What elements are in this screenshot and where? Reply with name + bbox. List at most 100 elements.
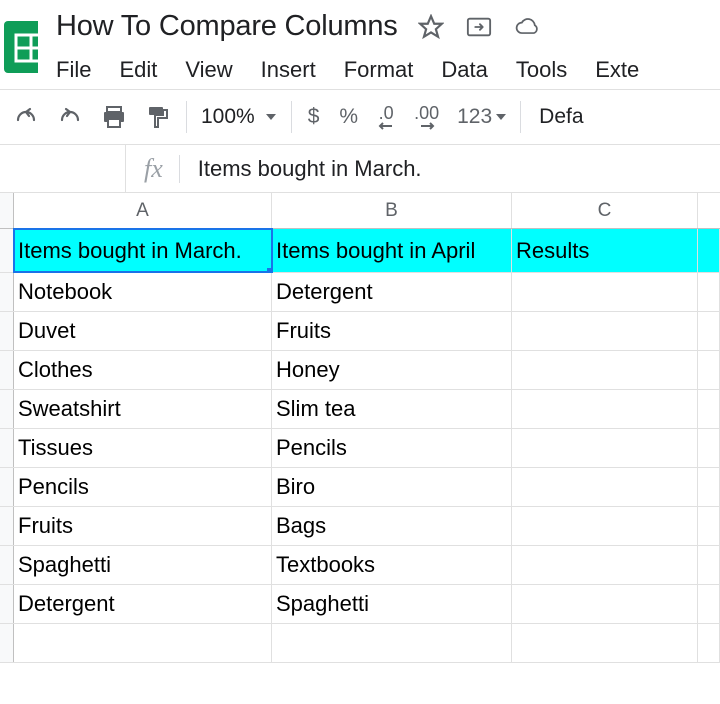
table-row: Fruits Bags [0, 507, 720, 546]
table-row: Items bought in March. Items bought in A… [0, 229, 720, 273]
cell[interactable]: Fruits [14, 507, 272, 545]
cell[interactable] [698, 273, 720, 311]
cell[interactable] [698, 351, 720, 389]
name-box[interactable] [0, 145, 126, 192]
cell[interactable]: Honey [272, 351, 512, 389]
cell[interactable]: Sweatshirt [14, 390, 272, 428]
row-header[interactable] [0, 351, 14, 389]
cell-c1[interactable]: Results [512, 229, 698, 272]
cell[interactable] [272, 624, 512, 662]
table-row: Notebook Detergent [0, 273, 720, 312]
zoom-value: 100% [201, 105, 255, 129]
cell[interactable] [512, 468, 698, 506]
table-row: Tissues Pencils [0, 429, 720, 468]
cell[interactable] [698, 429, 720, 467]
cell[interactable] [512, 273, 698, 311]
cell[interactable]: Spaghetti [14, 546, 272, 584]
row-header[interactable] [0, 273, 14, 311]
cell[interactable]: Clothes [14, 351, 272, 389]
paint-format-button[interactable] [136, 90, 180, 144]
formula-bar: fx Items bought in March. [0, 145, 720, 193]
star-icon[interactable] [418, 14, 444, 40]
row-header[interactable] [0, 585, 14, 623]
cloud-icon[interactable] [514, 14, 540, 40]
toolbar: 100% $ % .0 .00 123 Defa [0, 89, 720, 145]
table-row: Detergent Spaghetti [0, 585, 720, 624]
cell[interactable]: Bags [272, 507, 512, 545]
cell[interactable] [512, 351, 698, 389]
zoom-selector[interactable]: 100% [193, 105, 285, 129]
cell[interactable] [512, 429, 698, 467]
decrease-decimal-button[interactable]: .0 [368, 90, 404, 144]
cell[interactable] [512, 312, 698, 350]
move-icon[interactable] [466, 14, 492, 40]
spreadsheet-grid: A B C Items bought in March. Items bough… [0, 193, 720, 663]
cell[interactable] [512, 624, 698, 662]
menu-view[interactable]: View [185, 57, 232, 83]
row-header[interactable] [0, 507, 14, 545]
cell[interactable]: Detergent [272, 273, 512, 311]
document-title[interactable]: How To Compare Columns [56, 10, 398, 43]
cell[interactable] [698, 546, 720, 584]
more-formats-button[interactable]: 123 [449, 105, 514, 129]
font-selector[interactable]: Defa [527, 105, 595, 129]
column-header-b[interactable]: B [272, 193, 512, 228]
menu-file[interactable]: File [56, 57, 91, 83]
fx-icon: fx [126, 154, 179, 184]
row-header[interactable] [0, 624, 14, 662]
row-header[interactable] [0, 429, 14, 467]
redo-button[interactable] [48, 90, 92, 144]
cell[interactable] [698, 585, 720, 623]
cell[interactable]: Biro [272, 468, 512, 506]
currency-format-button[interactable]: $ [298, 105, 330, 129]
increase-decimal-button[interactable]: .00 [404, 90, 449, 144]
cell[interactable]: Detergent [14, 585, 272, 623]
cell[interactable] [512, 507, 698, 545]
cell[interactable]: Fruits [272, 312, 512, 350]
cell[interactable] [698, 312, 720, 350]
menu-insert[interactable]: Insert [261, 57, 316, 83]
column-header-c[interactable]: C [512, 193, 698, 228]
cell[interactable]: Textbooks [272, 546, 512, 584]
menu-format[interactable]: Format [344, 57, 414, 83]
cell[interactable] [698, 468, 720, 506]
row-header[interactable] [0, 229, 14, 272]
row-header[interactable] [0, 468, 14, 506]
cell[interactable]: Tissues [14, 429, 272, 467]
cell[interactable]: Duvet [14, 312, 272, 350]
cell-b1[interactable]: Items bought in April [272, 229, 512, 272]
table-row: Sweatshirt Slim tea [0, 390, 720, 429]
column-header-d[interactable] [698, 193, 720, 228]
formula-input[interactable]: Items bought in March. [198, 156, 422, 182]
header: How To Compare Columns [0, 0, 720, 89]
percent-format-button[interactable]: % [329, 105, 368, 129]
menu-extensions[interactable]: Exte [595, 57, 639, 83]
table-row: Duvet Fruits [0, 312, 720, 351]
menu-edit[interactable]: Edit [119, 57, 157, 83]
cell[interactable] [698, 624, 720, 662]
row-header[interactable] [0, 546, 14, 584]
menu-tools[interactable]: Tools [516, 57, 567, 83]
menu-data[interactable]: Data [441, 57, 487, 83]
cell[interactable]: Slim tea [272, 390, 512, 428]
table-row [0, 624, 720, 663]
row-header[interactable] [0, 390, 14, 428]
undo-button[interactable] [4, 90, 48, 144]
cell[interactable]: Pencils [272, 429, 512, 467]
cell[interactable] [512, 585, 698, 623]
cell[interactable] [698, 229, 720, 272]
cell[interactable]: Notebook [14, 273, 272, 311]
print-button[interactable] [92, 90, 136, 144]
cell[interactable] [512, 546, 698, 584]
cell[interactable] [14, 624, 272, 662]
cell[interactable] [698, 390, 720, 428]
cell[interactable]: Spaghetti [272, 585, 512, 623]
cell[interactable] [698, 507, 720, 545]
select-all-corner[interactable] [0, 193, 14, 228]
row-header[interactable] [0, 312, 14, 350]
cell[interactable] [512, 390, 698, 428]
column-header-a[interactable]: A [14, 193, 272, 228]
cell-a1[interactable]: Items bought in March. [14, 229, 272, 272]
menu-bar: File Edit View Insert Format Data Tools … [56, 57, 720, 83]
cell[interactable]: Pencils [14, 468, 272, 506]
